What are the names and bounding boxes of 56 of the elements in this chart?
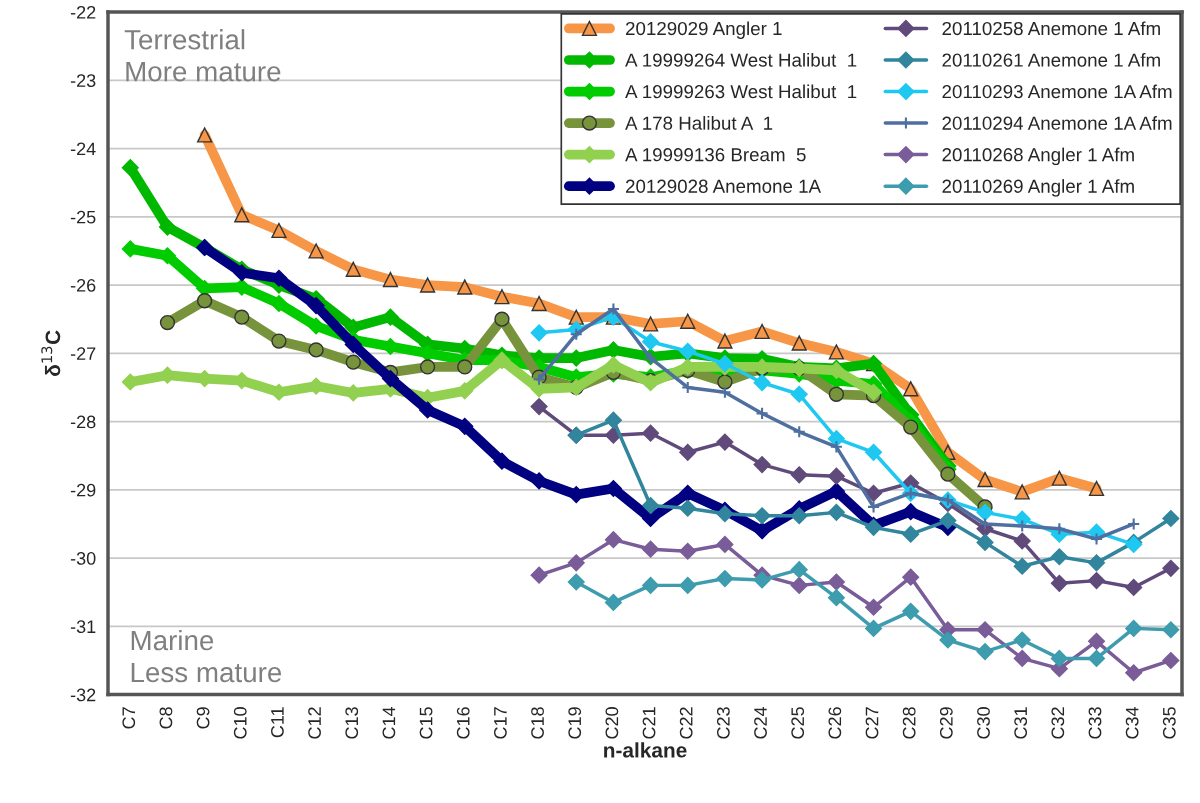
x-tick-label: C21 bbox=[642, 707, 656, 739]
x-tick-label: C20 bbox=[605, 707, 619, 739]
y-tick-label: -24 bbox=[70, 142, 96, 156]
legend-label: 20129028 Anemone 1A bbox=[626, 179, 822, 193]
annotation: Marine Less mature bbox=[131, 629, 282, 683]
x-tick-label: C23 bbox=[716, 707, 730, 739]
x-tick-label: C35 bbox=[1162, 707, 1176, 739]
x-tick-label: C27 bbox=[865, 707, 879, 739]
y-tick-label: -27 bbox=[70, 347, 96, 360]
y-tick-label: -25 bbox=[70, 210, 96, 224]
legend-label: 20110293 Anemone 1A Afm bbox=[942, 84, 1172, 99]
legend-label: 20110268 Angler 1 Afm bbox=[942, 147, 1134, 166]
x-tick-label: C17 bbox=[493, 707, 507, 739]
x-tick-label: C19 bbox=[568, 707, 582, 739]
x-tick-label: C11 bbox=[271, 707, 284, 738]
legend-label: 20129029 Angler 1 bbox=[626, 21, 782, 39]
x-tick-label: C31 bbox=[1014, 707, 1028, 739]
x-tick-label: C28 bbox=[902, 707, 916, 739]
x-tick-label: C8 bbox=[159, 707, 173, 729]
x-axis-title: n-alkane bbox=[604, 742, 687, 758]
y-tick-label: -26 bbox=[70, 279, 96, 292]
y-tick-label: -22 bbox=[70, 5, 96, 19]
x-tick-label: C26 bbox=[828, 707, 842, 739]
x-tick-label: C32 bbox=[1051, 707, 1065, 739]
x-tick-label: C29 bbox=[939, 707, 953, 739]
x-tick-label: C14 bbox=[382, 706, 396, 739]
x-tick-label: C12 bbox=[308, 707, 321, 739]
y-tick-label: -32 bbox=[70, 688, 96, 702]
legend-label: 20110269 Angler 1 Afm bbox=[942, 179, 1134, 197]
x-tick-label: C13 bbox=[345, 707, 359, 739]
annotation: Terrestrial More mature bbox=[124, 29, 281, 82]
x-tick-label: C30 bbox=[977, 707, 990, 739]
legend-label: 20110261 Anemone 1 Afm bbox=[942, 52, 1160, 67]
x-tick-label: C15 bbox=[419, 707, 433, 739]
x-tick-label: C33 bbox=[1088, 707, 1102, 739]
x-tick-label: C18 bbox=[531, 707, 544, 739]
y-tick-label: -31 bbox=[70, 620, 96, 634]
legend-label: A 178 Halibut A 1 bbox=[625, 116, 773, 130]
x-tick-label: C16 bbox=[456, 707, 470, 739]
legend-label: A 19999136 Bream 5 bbox=[625, 148, 806, 162]
y-tick-label: -29 bbox=[70, 483, 96, 497]
y-tick-label: -28 bbox=[70, 415, 96, 429]
y-tick-label: -30 bbox=[70, 552, 96, 565]
legend-label: 20110294 Anemone 1A Afm bbox=[942, 116, 1172, 130]
legend-label: A 19999263 West Halibut 1 bbox=[625, 84, 857, 99]
x-tick-label: C34 bbox=[1125, 706, 1139, 739]
x-tick-label: C24 bbox=[754, 706, 767, 739]
y-axis-title: δ$^{13}$C bbox=[41, 330, 61, 376]
legend-label: A 19999264 West Halibut 1 bbox=[625, 52, 857, 67]
y-tick-label: -23 bbox=[70, 74, 96, 88]
x-tick-label: C25 bbox=[791, 707, 805, 739]
x-tick-label: C9 bbox=[196, 707, 210, 729]
x-tick-label: C22 bbox=[679, 707, 693, 739]
x-tick-label: C10 bbox=[233, 707, 247, 739]
x-tick-label: C7 bbox=[122, 707, 136, 729]
legend-label: 20110258 Anemone 1 Afm bbox=[942, 21, 1160, 36]
